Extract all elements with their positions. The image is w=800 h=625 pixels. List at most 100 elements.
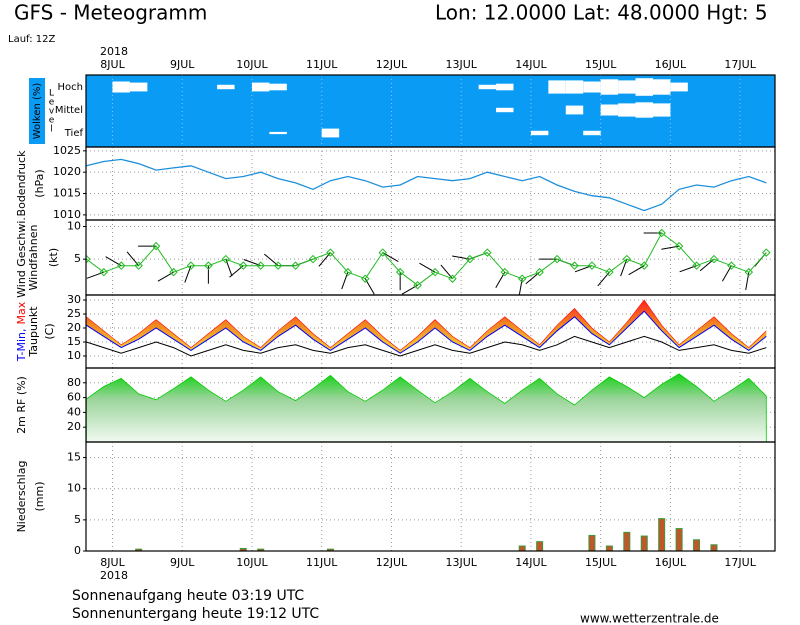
y-tick-label: 25 [67, 307, 81, 320]
y-axis-label: Niederschlag [15, 461, 28, 533]
source: www.wetterzentrale.de [580, 612, 719, 625]
legend-label: Taupunkt [27, 306, 40, 358]
wind-line [86, 232, 767, 286]
y-axis-unit: (kt) [47, 248, 60, 267]
wind-marker [256, 261, 265, 270]
wind-marker [116, 261, 126, 270]
precip-bar [536, 541, 544, 551]
wind-marker [640, 261, 649, 270]
panel [86, 220, 775, 295]
pressure-line [86, 158, 767, 212]
legend-label: Wind Geschwi. [15, 217, 28, 298]
cloud-cover [600, 104, 619, 116]
cloud-cover [565, 105, 584, 115]
sunrise: Sonnenaufgang heute 03:19 UTC [72, 588, 304, 604]
y-tick-label: 15 [67, 451, 81, 464]
legend-label: 2m RF (%) [15, 376, 28, 434]
wind-marker [500, 267, 510, 277]
cloud-cover [635, 78, 653, 96]
level-label: Level [47, 89, 57, 134]
cloud-cover [583, 81, 601, 93]
wind-marker [448, 274, 457, 283]
y-axis-label: Bodendruck [15, 150, 28, 217]
precip-bar [588, 534, 596, 551]
wind-marker [151, 241, 161, 251]
cloud-cover [217, 84, 235, 90]
wind-marker [430, 267, 440, 277]
wind-marker [465, 254, 475, 264]
wind-marker [483, 248, 492, 257]
y-tick-label: 60 [67, 391, 81, 404]
x-tick-label: 10JUL [236, 556, 268, 569]
y-tick-label: 20 [67, 420, 81, 433]
y-tick-label: 80 [67, 376, 81, 389]
cloud-cover [496, 107, 514, 113]
cloud-cover [530, 130, 549, 136]
wind-marker [762, 248, 771, 257]
y-tick-label: 15 [67, 335, 81, 348]
panel-border [85, 146, 776, 221]
cloud-cover [565, 80, 584, 94]
y-tick-label: 30 [67, 293, 81, 306]
title: GFS - Meteogramm [14, 1, 207, 25]
y-tick-label: 5 [74, 252, 81, 265]
year: 2018 [100, 45, 128, 58]
y-axis-label: Wolken (%) [32, 83, 43, 140]
wind-marker [413, 280, 422, 290]
wind-marker [361, 274, 370, 283]
legend-label: Mittel [55, 105, 83, 116]
y-axis-unit: (hPa) [33, 169, 46, 197]
precip-bar [710, 544, 718, 551]
cloud-cover [618, 103, 636, 117]
wind-marker [517, 274, 527, 283]
wind-marker [744, 267, 754, 277]
panel [86, 368, 775, 442]
panel-border [85, 441, 776, 552]
legend-label: Max [15, 301, 28, 324]
x-tick-label: 16JUL [655, 556, 687, 569]
panel-border [85, 219, 776, 296]
y-tick-label: 10 [67, 220, 81, 233]
wind-marker [622, 254, 632, 264]
cloud-cover [652, 103, 671, 117]
cloud-cover [321, 128, 340, 138]
legend-label: Windfahnen [27, 225, 40, 291]
temperature-line [86, 299, 767, 351]
panel [86, 75, 775, 147]
y-tick-label: 5 [74, 513, 81, 526]
x-tick-label: 14JUL [515, 58, 547, 71]
wind-marker [239, 261, 248, 270]
x-tick-label: 16JUL [655, 58, 687, 71]
x-tick-label: 9JUL [170, 58, 195, 71]
y-tick-label: 1015 [53, 187, 81, 200]
cloud-cover [548, 80, 566, 94]
cloud-cover [496, 83, 514, 91]
y-tick-label: 10 [67, 349, 81, 362]
y-tick-label: 10 [67, 482, 81, 495]
precip-bar [675, 528, 683, 551]
x-tick-label: 11JUL [306, 556, 338, 569]
y-tick-label: 1020 [53, 165, 81, 178]
label-box [29, 78, 45, 144]
y-axis-label: T-Min, Max [15, 301, 28, 362]
precip-bar [658, 518, 666, 551]
x-tick-label: 8JUL [100, 58, 125, 71]
sunset: Sonnenuntergang heute 19:12 UTC [72, 606, 319, 622]
x-tick-label: 9JUL [170, 556, 195, 569]
wind-marker [692, 261, 701, 270]
wind-marker [204, 261, 213, 270]
y-tick-label: 1025 [53, 144, 81, 157]
temperature-range [86, 300, 767, 354]
wind-marker [99, 267, 109, 277]
wind-marker [169, 267, 178, 277]
precip-bar [693, 539, 701, 551]
cloud-cover [652, 79, 671, 95]
wind-marker [587, 261, 597, 270]
wind-marker [343, 267, 353, 277]
wind-marker [326, 248, 335, 257]
temperature-line [86, 310, 767, 354]
cloud-cover [618, 80, 636, 94]
precip-bar [605, 545, 613, 551]
wind-marker [605, 267, 614, 277]
